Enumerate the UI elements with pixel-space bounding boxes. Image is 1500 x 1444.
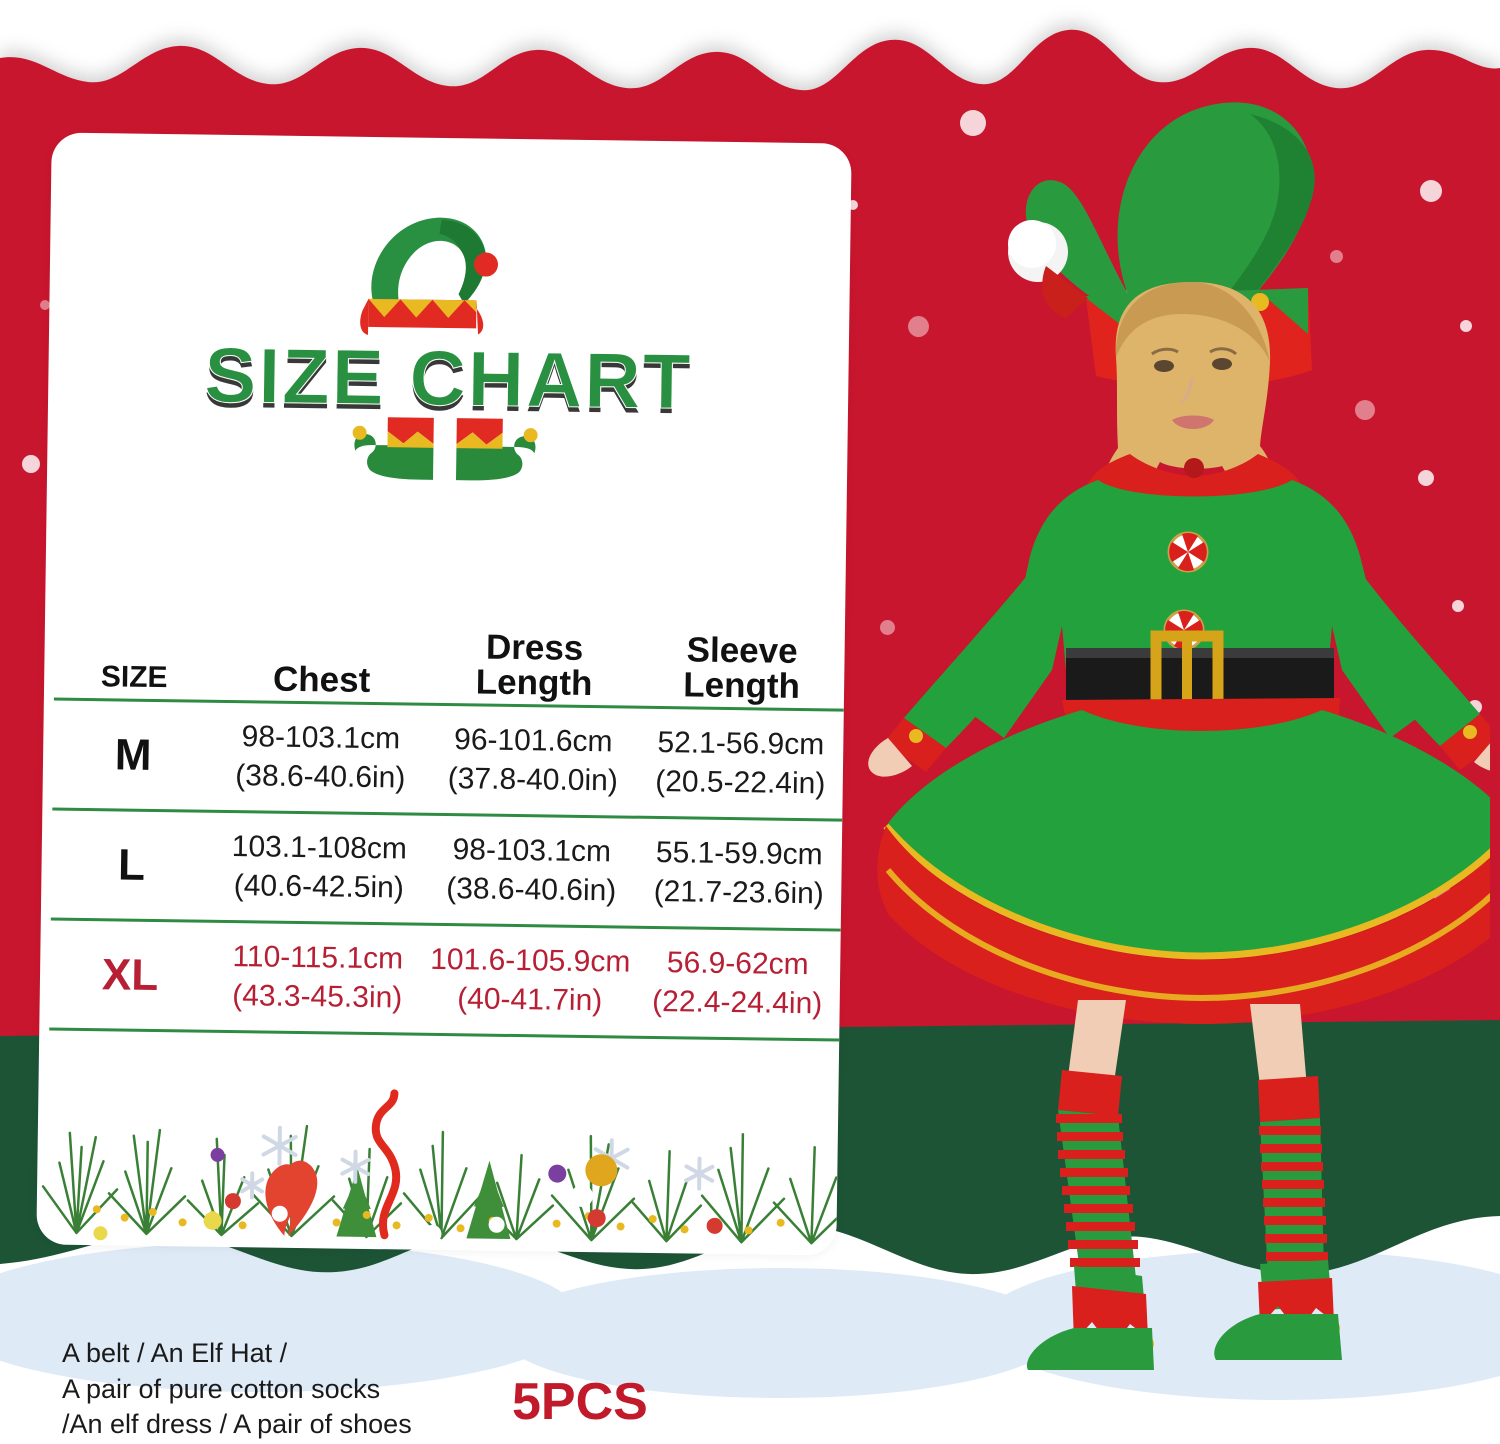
piece-count-badge: 5PCS — [512, 1373, 648, 1431]
dress-length-in: (37.8-40.0in) — [447, 761, 619, 797]
dress-length-in: (40-41.7in) — [456, 981, 603, 1017]
model-photo — [830, 70, 1500, 1370]
dress-length-cm: 98-103.1cm — [452, 833, 612, 869]
table-row: M 98-103.1cm (38.6-40.6in) 96-101.6cm (3… — [52, 701, 843, 819]
snow-drift — [500, 1268, 1060, 1398]
sleeve-length-cm: 52.1-56.9cm — [657, 726, 825, 762]
chest-in: (43.3-45.3in) — [231, 978, 403, 1014]
dress-length-in: (38.6-40.6in) — [445, 871, 617, 907]
dress-length-cm: 96-101.6cm — [453, 723, 613, 759]
contents-line-2: A pair of pure cotton socks — [62, 1373, 381, 1404]
package-contents: A belt / An Elf Hat / A pair of pure cot… — [62, 1336, 582, 1443]
chest-cm: 110-115.1cm — [232, 940, 404, 976]
sleeve-length-in: (21.7-23.6in) — [653, 874, 825, 910]
size-table: SIZE Chest Dress Length Sleeve Length — [49, 588, 845, 1042]
contents-line-1: A belt / An Elf Hat / — [62, 1338, 288, 1368]
column-header-chest: Chest — [272, 659, 371, 700]
pine-garland-icon — [36, 1032, 840, 1255]
dress-length-cm: 101.6-105.9cm — [429, 942, 631, 979]
sleeve-length-cm: 55.1-59.9cm — [655, 836, 823, 872]
sleeve-length-in: (20.5-22.4in) — [655, 764, 826, 800]
size-label: L — [117, 839, 146, 890]
table-row: L 103.1-108cm (40.6-42.5in) 98-103.1cm (… — [51, 811, 842, 929]
column-header-size: SIZE — [100, 660, 168, 695]
column-header-dress-length-1: Dress — [485, 627, 584, 668]
chest-in: (40.6-42.5in) — [233, 868, 405, 904]
contents-line-3: /An elf dress / A pair of shoes — [62, 1409, 412, 1440]
column-header-sleeve-length-2: Length — [683, 665, 801, 706]
table-header-row: SIZE Chest Dress Length Sleeve Length — [54, 588, 845, 709]
sleeve-length-cm: 56.9-62cm — [666, 946, 809, 982]
elf-shoes-icon — [337, 408, 553, 487]
elf-hat-icon — [344, 207, 506, 349]
column-header-sleeve-length-1: Sleeve — [686, 630, 798, 671]
size-label: XL — [101, 949, 159, 1000]
chest-in: (38.6-40.6in) — [235, 758, 406, 794]
column-header-dress-length-2: Length — [475, 662, 593, 704]
chest-cm: 98-103.1cm — [241, 720, 401, 756]
size-chart-card: SIZE CHART — [36, 132, 852, 1256]
sleeve-length-in: (22.4-24.4in) — [651, 984, 823, 1020]
chest-cm: 103.1-108cm — [231, 830, 408, 866]
size-label: M — [114, 729, 152, 780]
table-row: XL 110-115.1cm (43.3-45.3in) 101.6-105.9… — [49, 921, 840, 1039]
